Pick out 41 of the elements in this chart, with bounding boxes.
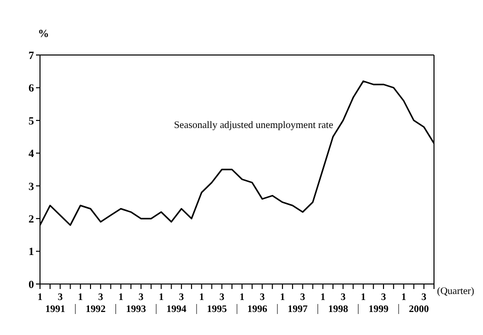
x-tick-label: 3: [300, 292, 306, 303]
text: 1993: [126, 304, 146, 315]
x-tick-label: 1: [240, 292, 245, 303]
text: 2000: [408, 304, 429, 315]
x-tick-label: 3: [58, 292, 63, 303]
x-tick-label: 3: [219, 292, 224, 303]
x-tick-label: 3: [380, 292, 386, 303]
x-tick-label: 1: [401, 292, 406, 303]
x-tick-label: 3: [138, 292, 144, 303]
x-tick-label: 1: [78, 292, 83, 303]
x-tick-label: 1: [118, 292, 124, 303]
x-tick-label: 1: [320, 292, 326, 303]
annotation: Seasonally adjusted unemployment rate: [174, 120, 334, 131]
y-tick-label: 2: [28, 213, 34, 226]
x-tick-label: 3: [178, 292, 184, 303]
text: 1998: [328, 304, 348, 315]
x-tick-label: 1: [280, 292, 285, 303]
text: 1996: [247, 304, 268, 315]
y-tick-label: 5: [28, 115, 34, 128]
y-tick-label: 7: [28, 50, 34, 62]
y-axis-title: %: [38, 28, 49, 40]
x-tick-label: 3: [340, 292, 346, 303]
text: 1992: [86, 304, 106, 315]
x-tick-label: 3: [98, 292, 104, 303]
x-tick-label: 1: [199, 292, 204, 303]
text: 1994: [166, 304, 186, 315]
x-tick-label: 3: [260, 292, 265, 303]
x-tick-label: 1: [38, 292, 42, 303]
text: 1991: [45, 304, 66, 315]
x-tick-label: 3: [421, 292, 426, 303]
y-tick-label: 0: [28, 278, 34, 291]
x-tick-label: 1: [158, 292, 164, 303]
y-tick-label: 6: [28, 82, 34, 95]
y-tick-label: 3: [28, 180, 34, 193]
x-tick-label: 1: [360, 292, 366, 303]
text: 1995: [206, 304, 227, 315]
x-axis-title: (Quarter): [437, 286, 474, 297]
y-tick-label: 4: [28, 148, 34, 160]
text: 1999: [368, 304, 388, 315]
text: 1997: [288, 304, 308, 315]
y-tick-label: 1: [28, 246, 34, 258]
